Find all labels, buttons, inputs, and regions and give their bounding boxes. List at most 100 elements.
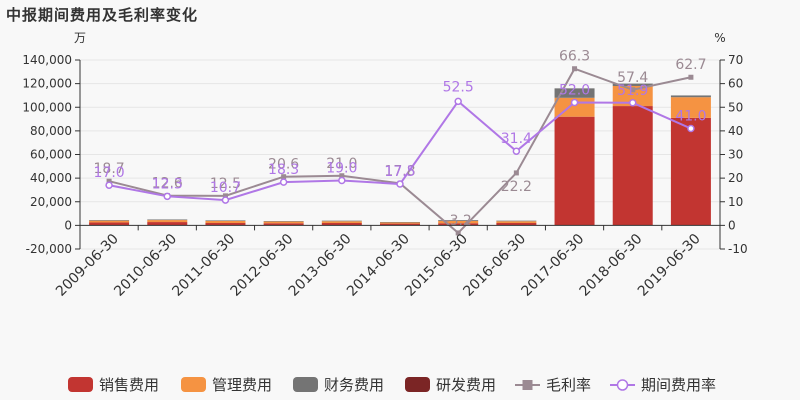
finance-bar (612, 83, 653, 86)
finance-bar (147, 219, 188, 221)
admin-bar (670, 97, 711, 118)
period-expense-rate-data-label: 17.5 (384, 164, 415, 180)
gross-margin-point (572, 66, 578, 72)
bar-layer (89, 83, 711, 226)
period-expense-rate-point (221, 196, 230, 204)
gross-margin-point (513, 170, 519, 176)
finance-bar (380, 222, 420, 223)
x-category-label: 2019-06-30 (635, 231, 704, 300)
period-expense-rate-data-label: 17.0 (94, 165, 125, 181)
gross-margin-data-label: 18.7 (94, 161, 125, 177)
period-expense-rate-data-label: 52.5 (443, 79, 474, 95)
legend-label: 财务费用 (324, 376, 384, 394)
admin-bar (147, 220, 188, 223)
y-right-tick-label: 10 (728, 195, 743, 209)
sales-bar (321, 223, 362, 226)
period-expense-rate-point (338, 176, 346, 185)
period-expense-rate-point (279, 178, 288, 186)
legend-item-period-expense-rate[interactable]: 期间费用率 (610, 376, 716, 394)
gross-margin-point (281, 174, 287, 180)
gross-margin-data-label: 66.3 (559, 49, 590, 65)
gross-margin-point (630, 87, 636, 93)
legend-item-rd[interactable]: 研发费用 (405, 376, 496, 394)
legend-item-gross-margin[interactable]: 毛利率 (515, 376, 591, 394)
y-left-tick-label: 60,000 (30, 148, 72, 162)
y-right-unit: % (714, 31, 725, 45)
admin-bar (89, 220, 130, 223)
y-right-tick-label: 30 (728, 148, 743, 162)
finance-bar (670, 95, 711, 98)
gross-margin-data-label: 20.6 (268, 157, 299, 173)
gross-margin-point (688, 74, 694, 80)
sales-bar (496, 223, 537, 226)
legend[interactable]: 销售费用 管理费用 财务费用 研发费用 毛利率 期间费用率 (68, 376, 716, 394)
legend-label: 毛利率 (546, 376, 591, 394)
gross-margin-point (455, 230, 461, 236)
y-left-tick-label: -20,000 (26, 242, 72, 256)
y-right-tick-label: 50 (728, 100, 743, 114)
chart-title: 中报期间费用及毛利率变化 (6, 6, 199, 24)
finance-bar (554, 88, 595, 98)
admin-bar (380, 222, 420, 224)
period-expense-rate-data-label: 52.0 (559, 83, 590, 99)
gross-margin-data-label: 21.0 (326, 156, 357, 172)
gross-margin-data-label: 17.8 (384, 163, 415, 179)
finance-bar (89, 220, 130, 221)
admin-bar (205, 221, 246, 224)
period-expense-rate-data-label: 10.7 (210, 180, 241, 196)
period-expense-rate-data-label: 41.0 (675, 109, 706, 125)
period-expense-rate-point (512, 147, 521, 155)
finance-bar (321, 220, 362, 222)
y-left-tick-label: 100,000 (22, 100, 72, 114)
period-expense-rate-point (570, 98, 579, 107)
legend-item-sales[interactable]: 销售费用 (68, 376, 159, 394)
sales-bar (205, 223, 246, 226)
gross-margin-data-label: 62.7 (675, 57, 706, 73)
y-left-tick-label: 120,000 (22, 77, 72, 91)
sales-bar (147, 222, 188, 226)
period-expense-rate-point (163, 192, 172, 201)
legend-item-admin[interactable]: 管理费用 (181, 376, 272, 394)
finance-bar (496, 220, 537, 222)
gross-margin-data-label: 22.2 (501, 179, 532, 195)
y-right-tick-label: 20 (728, 171, 743, 185)
y-right-tick-label: 60 (728, 77, 743, 91)
legend-item-finance[interactable]: 财务费用 (293, 376, 384, 394)
sales-bar (263, 223, 304, 226)
sales-bar (89, 222, 130, 226)
sales-bar (554, 116, 595, 226)
label-layer: 18.7 12.6 12.5 20.6 21.0 17.8 -3.2 22.2 66.3 57.4… (94, 49, 707, 229)
period-expense-rate-data-label: 18.3 (268, 162, 299, 178)
y-right-tick-label: 40 (728, 124, 743, 138)
admin-bar (496, 221, 537, 224)
sales-bar (380, 223, 420, 226)
y-right-tick-label: 0 (728, 218, 736, 232)
line-layer (105, 66, 695, 236)
gross-margin-point (222, 193, 228, 199)
period-expense-rate-data-label: 31.4 (501, 131, 532, 147)
admin-bar (612, 85, 653, 107)
y-left-tick-label: 20,000 (30, 195, 72, 209)
period-expense-rate-point (628, 99, 637, 107)
period-expense-rate-point (687, 124, 695, 133)
admin-bar (438, 220, 479, 224)
legend-swatch-marker (616, 379, 629, 391)
y-right-tick-label: -10 (728, 242, 748, 256)
y-left-tick-label: 0 (64, 218, 72, 232)
finance-bar (205, 220, 246, 222)
y-left-unit: 万 (74, 31, 86, 45)
legend-label: 销售费用 (99, 376, 159, 394)
gross-margin-data-label: 12.6 (152, 176, 183, 192)
admin-bar (321, 221, 362, 224)
y-left-tick-label: 80,000 (30, 124, 72, 138)
gross-margin-data-label: 57.4 (617, 70, 648, 86)
sales-bar (438, 223, 479, 226)
y-left-tick-label: 140,000 (22, 53, 72, 67)
period-expense-rate-point (396, 180, 404, 188)
legend-label: 研发费用 (436, 376, 496, 394)
sales-bar (612, 106, 653, 226)
period-expense-rate-data-label: 51.9 (617, 83, 648, 99)
period-expense-rate-data-label: 12.3 (152, 176, 183, 192)
